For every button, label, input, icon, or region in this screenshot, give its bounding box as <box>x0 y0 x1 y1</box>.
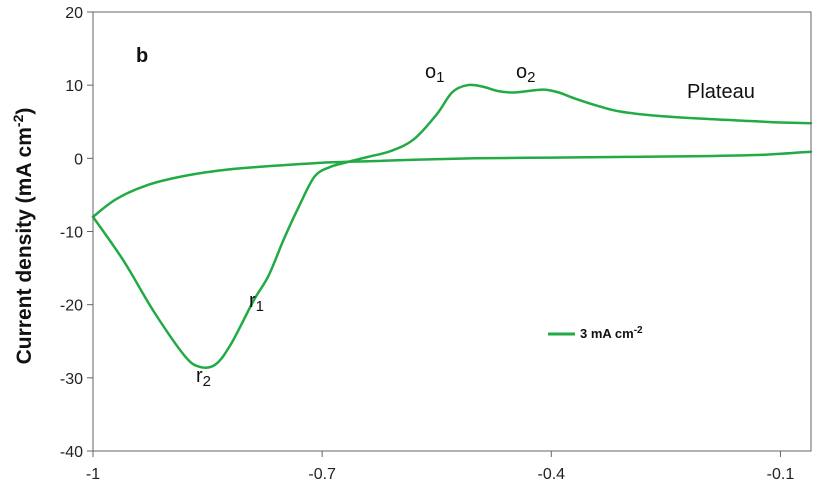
annotation-r2-text: r <box>196 365 203 387</box>
y-tick-label: 20 <box>65 5 83 22</box>
y-axis-label-sup: -2 <box>10 114 26 127</box>
annotation-r1-sub: 1 <box>256 298 264 315</box>
annotation-plateau: Plateau <box>687 81 755 103</box>
legend-label-sup: -2 <box>634 325 643 336</box>
annotation-o2-text: o <box>516 61 527 83</box>
y-axis-label-main: Current density (mA cm <box>13 127 36 364</box>
x-tick-label: -0.7 <box>308 466 336 483</box>
annotation-r1-text: r <box>249 290 256 312</box>
series-line-return <box>91 150 813 219</box>
annotation-r2: r2 <box>196 365 211 390</box>
legend-label: 3 mA cm-2 <box>580 325 643 341</box>
plot-area-frame <box>92 11 812 452</box>
y-tick-label: -40 <box>60 444 83 461</box>
annotation-o2: o2 <box>516 61 535 86</box>
x-tick-label: -0.4 <box>538 466 566 483</box>
annotation-o1-sub: 1 <box>436 69 444 86</box>
annotation-r1: r1 <box>249 290 264 315</box>
legend-label-text: 3 mA cm <box>580 326 634 341</box>
y-tick-label: -30 <box>60 371 83 388</box>
annotation-r2-sub: 2 <box>203 373 211 390</box>
y-axis-label: Current density (mA cm-2) <box>10 108 36 365</box>
series-layer <box>91 83 813 370</box>
y-tick-label: -10 <box>60 225 83 242</box>
panel-label: b <box>136 45 148 67</box>
y-tick-label: -20 <box>60 298 83 315</box>
x-axis-ticks: -1 -0.7 -0.4 -0.1 <box>86 451 794 483</box>
x-tick-label: -1 <box>86 466 100 483</box>
y-tick-label: 0 <box>74 151 83 168</box>
y-tick-label: 10 <box>65 78 83 95</box>
annotation-o1-text: o <box>425 61 436 83</box>
annotation-o2-sub: 2 <box>527 69 535 86</box>
legend: 3 mA cm-2 <box>548 325 643 341</box>
x-tick-label: -0.1 <box>767 466 795 483</box>
annotation-o1: o1 <box>425 61 444 86</box>
y-axis-ticks: 20 10 0 -10 -20 -30 -40 <box>60 5 93 461</box>
series-line-sweep <box>91 83 813 370</box>
annotation-plateau-text: Plateau <box>687 81 755 103</box>
y-axis-label-end: ) <box>13 108 36 115</box>
